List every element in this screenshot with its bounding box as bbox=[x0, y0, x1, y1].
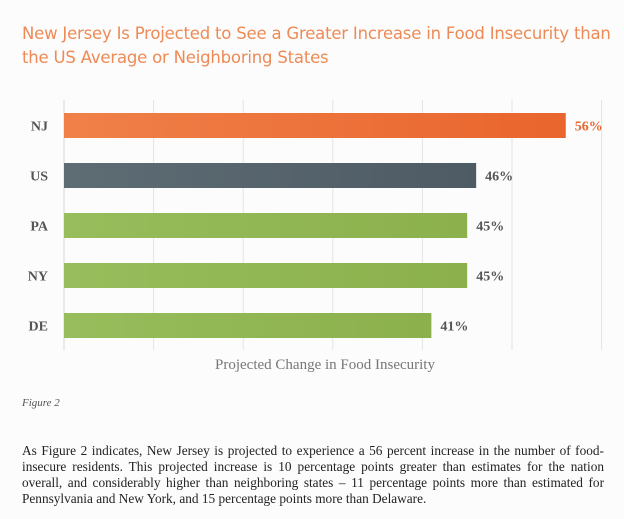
bar-de bbox=[64, 313, 432, 338]
category-labels: NJ US PA NY DE bbox=[28, 120, 49, 335]
figure-caption: Figure 2 bbox=[22, 397, 60, 409]
bar-nj bbox=[64, 113, 566, 138]
category-label-de: DE bbox=[29, 320, 48, 335]
category-label-us: US bbox=[30, 170, 48, 185]
category-label-pa: PA bbox=[30, 220, 49, 235]
value-label-pa: 45% bbox=[476, 220, 504, 235]
body-paragraph: As Figure 2 indicates, New Jersey is pro… bbox=[22, 443, 604, 506]
value-label-ny: 45% bbox=[476, 270, 504, 285]
value-label-us: 46% bbox=[485, 170, 513, 185]
bar-chart: NJ US PA NY DE 56% 46% 45% 45% 41% Projected Cha… bbox=[28, 100, 603, 373]
bars bbox=[64, 113, 566, 338]
bar-ny bbox=[64, 263, 468, 288]
value-label-nj: 56% bbox=[575, 120, 603, 135]
bar-us bbox=[64, 163, 477, 188]
value-label-de: 41% bbox=[440, 320, 468, 335]
category-label-ny: NY bbox=[28, 270, 48, 285]
category-label-nj: NJ bbox=[31, 120, 48, 135]
x-axis-label: Projected Change in Food Insecurity bbox=[215, 357, 435, 373]
bar-pa bbox=[64, 213, 468, 238]
gridlines bbox=[63, 100, 603, 350]
chart-title: New Jersey Is Projected to See a Greater… bbox=[22, 24, 611, 67]
value-labels: 56% 46% 45% 45% 41% bbox=[440, 120, 602, 335]
